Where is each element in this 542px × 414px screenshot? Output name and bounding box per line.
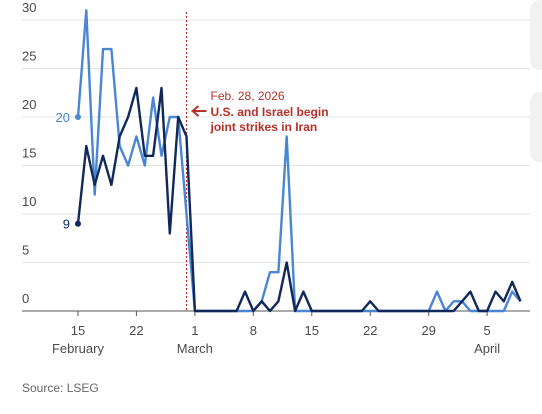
- x-tick-label: 22: [129, 323, 143, 338]
- side-card: [530, 0, 542, 70]
- x-tick-label: 5: [484, 323, 491, 338]
- start-label: 9: [63, 217, 70, 232]
- y-tick-label: 25: [22, 49, 36, 64]
- y-tick-label: 20: [22, 97, 36, 112]
- x-tick-label: 1: [191, 323, 198, 338]
- x-tick-label: 15: [71, 323, 85, 338]
- source: Source: LSEG: [22, 381, 99, 395]
- y-tick-label: 10: [22, 194, 36, 209]
- x-tick-label: 29: [421, 323, 435, 338]
- x-tick-label: 8: [250, 323, 257, 338]
- annotation-text: U.S. and Israel begin: [211, 105, 329, 119]
- x-tick-label: 15: [305, 323, 319, 338]
- y-tick-label: 5: [22, 243, 29, 258]
- annotation-date: Feb. 28, 2026: [211, 89, 285, 103]
- line: [76, 86, 522, 313]
- start-dot: [74, 114, 81, 120]
- x-tick-label: 22: [363, 323, 377, 338]
- start-label: 20: [55, 110, 69, 125]
- annotation-text: joint strikes in Iran: [210, 120, 318, 134]
- annotation-arrow: [190, 105, 207, 117]
- x-month-label: March: [177, 341, 213, 356]
- y-tick-label: 0: [22, 291, 29, 306]
- x-month-label: February: [52, 341, 105, 356]
- line: [76, 9, 522, 313]
- x-month-label: April: [474, 341, 500, 356]
- y-tick-label: 15: [22, 146, 36, 161]
- start-dot: [74, 220, 81, 227]
- side-card: [530, 92, 542, 162]
- y-tick-label: 30: [22, 0, 36, 15]
